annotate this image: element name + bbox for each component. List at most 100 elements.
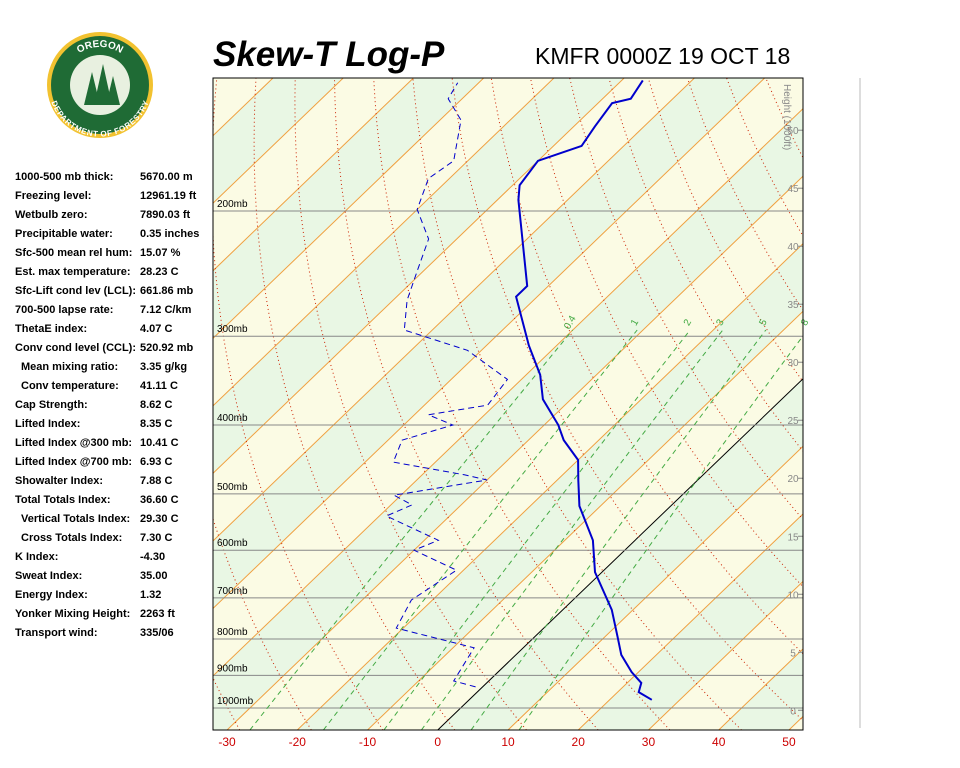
index-value: 28.23 C xyxy=(140,266,179,278)
isotherm xyxy=(437,378,803,730)
x-tick-label: -10 xyxy=(359,735,377,749)
logo: OREGON DEPARTMENT OF FORESTRY xyxy=(47,32,153,139)
index-value: 520.92 mb xyxy=(140,342,193,354)
mixing-ratio-label: 2 xyxy=(682,317,695,328)
temperature-profile xyxy=(514,79,653,701)
isotherm xyxy=(226,175,803,730)
mixing-ratio-label: 8 xyxy=(799,317,812,328)
x-tick-label: 20 xyxy=(572,735,586,749)
x-tick-label: -30 xyxy=(218,735,236,749)
x-tick-label: 10 xyxy=(501,735,515,749)
index-label: Lifted Index: xyxy=(15,418,80,430)
temperature-band xyxy=(213,108,803,730)
mixing-ratio-label: 5 xyxy=(757,317,770,328)
isotherm xyxy=(213,78,695,542)
x-tick-label: 30 xyxy=(642,735,656,749)
index-value: 335/06 xyxy=(140,627,174,639)
isotherm xyxy=(213,78,625,475)
x-tick-label: -20 xyxy=(289,735,307,749)
height-tick-label: 35 xyxy=(787,300,799,311)
index-label: Yonker Mixing Height: xyxy=(15,608,130,620)
mixing-ratio-line xyxy=(323,329,638,730)
index-label: Transport wind: xyxy=(15,627,98,639)
index-label: Sweat Index: xyxy=(15,570,82,582)
logo-tree xyxy=(106,76,120,105)
mixing-ratio-label: 3 xyxy=(714,317,727,328)
mixing-ratio-label: 1 xyxy=(629,317,642,328)
dry-adiabat xyxy=(805,78,960,730)
index-label: Conv cond level (CCL): xyxy=(15,342,136,354)
index-value: 8.62 C xyxy=(140,399,172,411)
pressure-label: 500mb xyxy=(217,482,248,493)
pressure-label: 600mb xyxy=(217,538,248,549)
index-label: Cap Strength: xyxy=(15,399,88,411)
height-tick-label: 30 xyxy=(787,358,799,369)
index-value: 41.11 C xyxy=(140,380,178,392)
isotherm xyxy=(367,310,803,730)
index-label: ThetaE index: xyxy=(15,323,87,335)
isotherm xyxy=(577,513,803,730)
index-label: Energy Index: xyxy=(15,589,88,601)
index-value: 7.12 C/km xyxy=(140,304,192,316)
pressure-label: 800mb xyxy=(217,627,248,638)
height-tick-label: 40 xyxy=(787,242,799,253)
isotherm xyxy=(213,78,485,339)
index-value: 4.07 C xyxy=(140,323,172,335)
isotherm xyxy=(213,107,803,677)
plot-area xyxy=(213,78,960,730)
mixing-ratio-line xyxy=(249,329,573,730)
title: Skew-T Log-P xyxy=(213,35,445,74)
index-label: Total Totals Index: xyxy=(15,494,111,506)
index-label: Lifted Index @300 mb: xyxy=(15,437,132,449)
index-label: Vertical Totals Index: xyxy=(21,513,130,525)
logo-top-text: OREGON xyxy=(75,39,125,56)
index-label: K Index: xyxy=(15,551,58,563)
mixing-ratio-line xyxy=(518,335,803,730)
index-value: 3.35 g/kg xyxy=(140,361,187,373)
index-value: 36.60 C xyxy=(140,494,179,506)
height-tick-label: 25 xyxy=(787,416,799,427)
index-label: Mean mixing ratio: xyxy=(21,361,118,373)
height-tick-label: 10 xyxy=(787,590,799,601)
index-label: Est. max temperature: xyxy=(15,266,131,278)
index-label: 1000-500 mb thick: xyxy=(15,171,113,183)
index-label: 700-500 lapse rate: xyxy=(15,304,113,316)
logo-tree xyxy=(94,64,112,105)
index-value: 15.07 % xyxy=(140,247,181,259)
index-value: 5670.00 m xyxy=(140,171,193,183)
height-tick-label: 45 xyxy=(787,184,799,195)
index-value: 6.93 C xyxy=(140,456,172,468)
index-value: 7.30 C xyxy=(140,532,172,544)
dry-adiabat xyxy=(412,78,742,730)
index-label: Precipitable water: xyxy=(15,228,113,240)
index-value: 661.86 mb xyxy=(140,285,193,297)
isotherm xyxy=(859,78,960,730)
height-tick-label: 0 xyxy=(790,706,796,717)
index-label: Wetbulb zero: xyxy=(15,209,88,221)
index-label: Lifted Index @700 mb: xyxy=(15,456,132,468)
indices-table: 1000-500 mb thick: 5670.00 m Freezing leve… xyxy=(15,171,199,639)
isotherm xyxy=(213,78,344,204)
dry-adiabat xyxy=(294,78,527,730)
height-tick-label: 5 xyxy=(790,648,796,659)
index-value: 29.30 C xyxy=(140,513,179,525)
x-tick-label: 40 xyxy=(712,735,726,749)
index-label: Conv temperature: xyxy=(21,380,119,392)
dry-adiabat xyxy=(451,78,803,722)
pressure-label: 200mb xyxy=(217,199,248,210)
temperature-band xyxy=(788,716,803,730)
x-tick-label: 0 xyxy=(434,735,441,749)
mixing-ratio-line xyxy=(470,329,767,730)
index-value: -4.30 xyxy=(140,551,165,563)
station: KMFR 0000Z 19 OCT 18 xyxy=(535,43,790,69)
index-label: Sfc-Lift cond lev (LCL): xyxy=(15,285,136,297)
height-axis-label: Height (1000ft) xyxy=(781,84,792,150)
isotherm xyxy=(648,580,803,730)
index-value: 8.35 C xyxy=(140,418,172,430)
index-value: 2263 ft xyxy=(140,608,175,620)
isotherm xyxy=(507,445,803,730)
logo-top-path: OREGON xyxy=(75,39,125,56)
mixing-ratio-line xyxy=(420,329,724,730)
plot-overlay: 1000mb 900mb 800mb 700mb 600mb 500mb 400mb 300m… xyxy=(217,84,812,749)
temperature-band xyxy=(213,78,803,676)
